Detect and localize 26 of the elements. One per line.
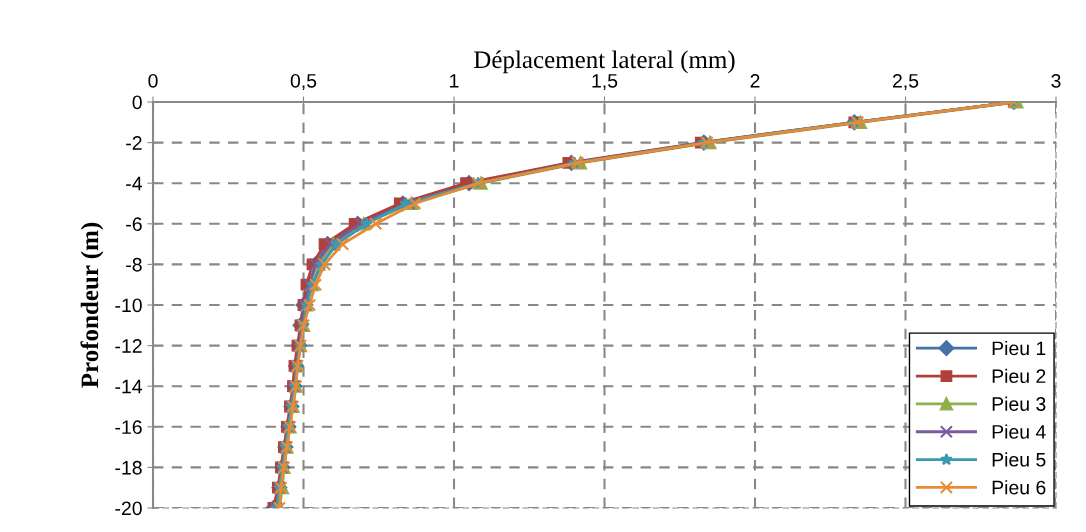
y-tick-label: -4 (126, 176, 143, 191)
x-tick-label: 3 (1051, 73, 1061, 88)
x-tick-label: 0 (148, 73, 158, 88)
legend-label: Pieu 2 (992, 368, 1046, 384)
x-tick-label: 1,5 (592, 74, 618, 91)
y-tick-label: -12 (115, 339, 142, 353)
y-tick-label: -10 (115, 298, 142, 313)
y-tick-label: -2 (126, 136, 142, 150)
legend-label: Pieu 3 (992, 396, 1046, 411)
x-tick-label: 2 (750, 73, 760, 88)
y-tick-label: 0 (132, 95, 142, 110)
legend-label: Pieu 6 (992, 480, 1046, 495)
y-tick-label: -6 (126, 217, 142, 232)
x-axis-title: Déplacement lateral (mm) (474, 50, 735, 74)
y-axis-title: Profondeur (m) (80, 222, 104, 388)
y-tick-label: -8 (126, 257, 142, 272)
y-tick-label: -18 (115, 460, 142, 475)
y-tick-label: -14 (115, 379, 143, 394)
legend-label: Pieu 5 (992, 452, 1046, 467)
legend-label: Pieu 1 (992, 340, 1046, 356)
x-tick-label: 1 (450, 74, 459, 88)
legend-label: Pieu 4 (992, 424, 1046, 439)
y-tick-label: -16 (115, 420, 142, 435)
x-tick-label: 2,5 (892, 73, 919, 91)
y-tick-label: -20 (115, 501, 142, 516)
x-tick-label: 0,5 (290, 73, 317, 91)
